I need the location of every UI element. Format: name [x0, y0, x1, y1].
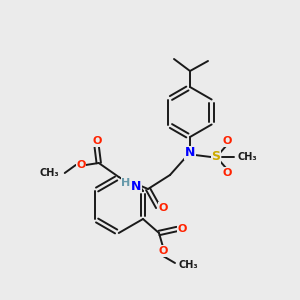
Text: CH₃: CH₃ [179, 260, 199, 270]
Text: CH₃: CH₃ [238, 152, 258, 162]
Text: O: O [222, 168, 232, 178]
Text: O: O [222, 136, 232, 146]
Text: N: N [185, 146, 195, 160]
Text: N: N [131, 179, 141, 193]
Text: O: O [177, 224, 187, 234]
Text: O: O [76, 160, 86, 170]
Text: H: H [122, 178, 130, 188]
Text: O: O [92, 136, 101, 146]
Text: O: O [158, 246, 168, 256]
Text: S: S [212, 151, 220, 164]
Text: CH₃: CH₃ [39, 168, 59, 178]
Text: O: O [158, 203, 168, 213]
